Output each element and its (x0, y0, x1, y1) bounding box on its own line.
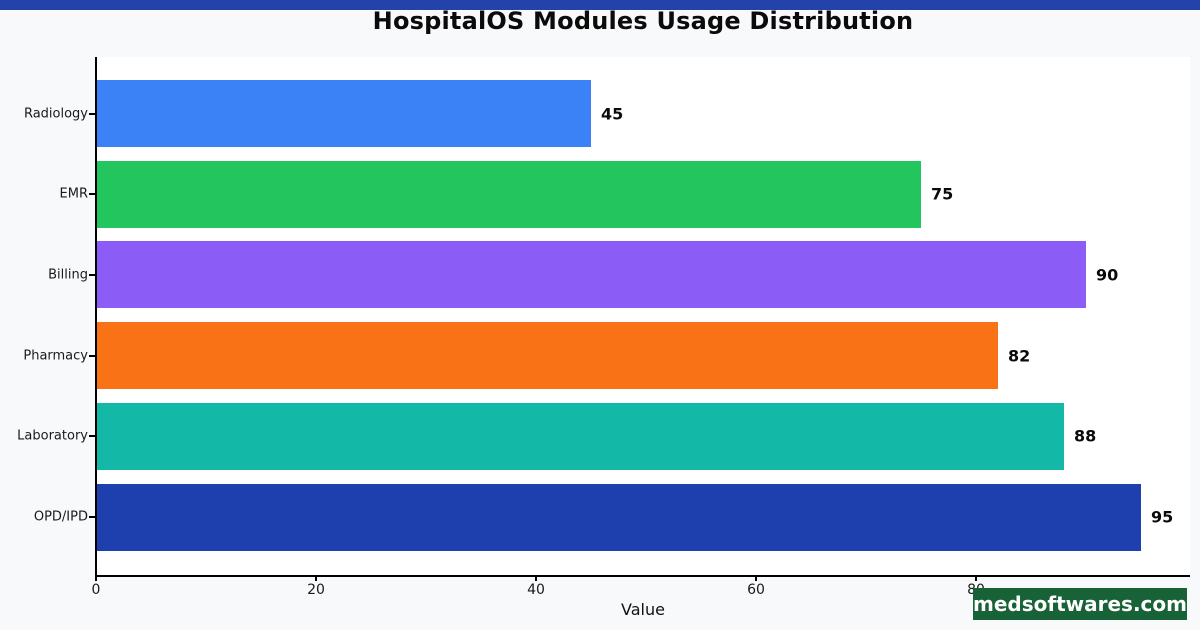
bar-value-label: 88 (1074, 426, 1097, 446)
bar (97, 80, 591, 147)
bar-value-label: 90 (1096, 265, 1119, 285)
y-axis-label: Pharmacy (23, 348, 88, 364)
bar (97, 160, 921, 228)
top-accent-strip (0, 0, 1200, 10)
y-tick-mark (89, 193, 96, 196)
bar-value-label: 95 (1151, 507, 1174, 527)
x-tick-mark (975, 575, 977, 581)
x-tick-mark (535, 575, 537, 581)
x-tick-mark (95, 575, 97, 581)
x-axis-line (95, 575, 1190, 577)
y-tick-mark (89, 112, 96, 115)
bar (97, 322, 998, 390)
bar (97, 483, 1141, 551)
y-axis-label: Billing (48, 267, 88, 283)
x-axis-tick-label: 40 (527, 582, 545, 598)
x-tick-mark (315, 575, 317, 581)
x-axis-title: Value (621, 600, 665, 619)
y-tick-mark (89, 516, 96, 518)
bar (97, 241, 1086, 309)
y-axis-label: Radiology (23, 106, 88, 121)
bar-value-label: 82 (1008, 346, 1031, 366)
y-tick-mark (89, 435, 96, 438)
x-tick-mark (755, 575, 757, 581)
x-axis-tick-label: 0 (91, 582, 101, 598)
bar-value-label: 75 (931, 184, 954, 204)
x-axis-tick-label: 60 (747, 582, 765, 598)
y-axis-line (95, 57, 97, 577)
y-tick-mark (89, 273, 96, 276)
x-axis-tick-label: 20 (307, 582, 325, 598)
y-axis-label: Laboratory (17, 428, 88, 444)
y-axis-label: OPD/IPD (33, 509, 88, 525)
y-tick-mark (89, 354, 96, 357)
y-axis-label: EMR (59, 186, 88, 202)
watermark-badge: medsoftwares.com (973, 588, 1187, 620)
bar-value-label: 45 (601, 104, 624, 123)
chart-title: HospitalOS Modules Usage Distribution (372, 7, 914, 35)
bar (97, 402, 1064, 470)
